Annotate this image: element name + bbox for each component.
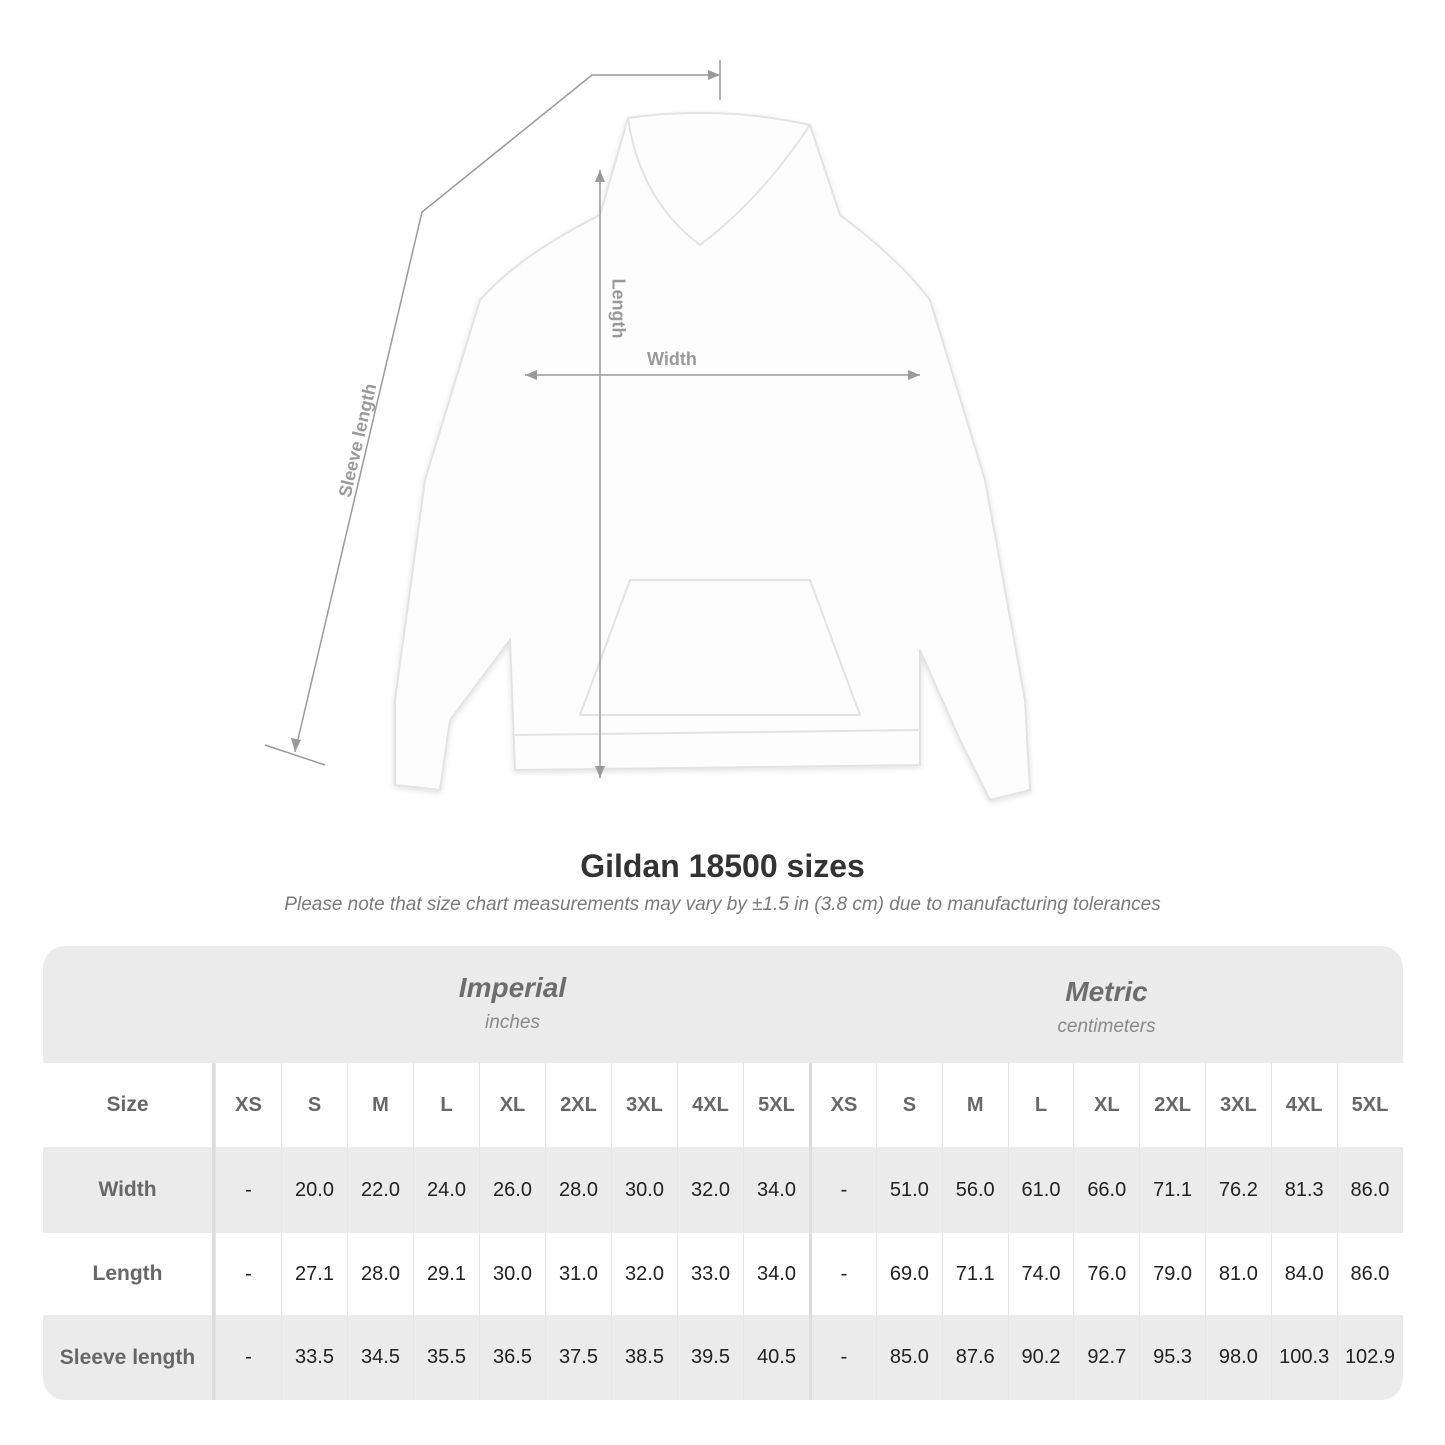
imperial-cell: - bbox=[215, 1147, 281, 1233]
hood bbox=[627, 117, 811, 247]
table-row: Sleeve length -33.5 34.5 35.5 36.5 37.5 38.5 39… bbox=[43, 1315, 1403, 1400]
size-header-row: Size XS S M L XL 2XL 3XL 4XL 5XL XS S M L XL 2XL 3XL 4XL 5… bbox=[43, 1063, 1403, 1147]
tolerance-note: Please note that size chart measurements… bbox=[284, 894, 1161, 915]
row-label: Width bbox=[43, 1147, 215, 1233]
imperial-cell: 26.0 bbox=[479, 1147, 545, 1233]
table-row: Width -20.0 22.0 24.0 26.0 28.0 30.0 32.0 34.0-5… bbox=[43, 1147, 1403, 1233]
imperial-cell: XS bbox=[215, 1063, 281, 1147]
imperial-header: Imperial inches bbox=[215, 946, 810, 1089]
pocket bbox=[578, 579, 862, 716]
metric-cell: 92.7 bbox=[1073, 1315, 1139, 1400]
metric-cell: 56.0 bbox=[941, 1147, 1008, 1233]
metric-cell: 76.2 bbox=[1204, 1147, 1271, 1233]
imperial-cell: 33.0 bbox=[677, 1233, 743, 1315]
metric-cell: - bbox=[809, 1315, 876, 1400]
hoodie-illustration bbox=[264, 60, 1032, 802]
imperial-cell: 37.5 bbox=[545, 1315, 611, 1400]
imperial-cell: 35.5 bbox=[413, 1315, 479, 1400]
row-label: Length bbox=[43, 1233, 215, 1315]
imperial-cell: 33.5 bbox=[281, 1315, 347, 1400]
imperial-cell: 3XL bbox=[611, 1063, 677, 1147]
length-label: Length bbox=[608, 278, 629, 339]
metric-cell: 2XL bbox=[1139, 1063, 1205, 1147]
metric-cell: 61.0 bbox=[1007, 1147, 1074, 1233]
row-label: Sleeve length bbox=[43, 1315, 215, 1400]
hoodie-figure: Sleeve length Length Width bbox=[264, 60, 1032, 802]
metric-cell: 51.0 bbox=[876, 1147, 942, 1233]
imperial-cell: 4XL bbox=[677, 1063, 743, 1147]
imperial-cell: 40.5 bbox=[743, 1315, 809, 1400]
metric-header: Metric centimeters bbox=[810, 946, 1403, 1093]
imperial-cell: 24.0 bbox=[413, 1147, 479, 1233]
size-table: Imperial inches Metric centimeters Size X… bbox=[43, 946, 1403, 1400]
metric-cell: 3XL bbox=[1204, 1063, 1271, 1147]
imperial-cell: XL bbox=[479, 1063, 545, 1147]
imperial-cell: 28.0 bbox=[545, 1147, 611, 1233]
metric-cell: 98.0 bbox=[1204, 1315, 1271, 1400]
imperial-cell: 29.1 bbox=[413, 1233, 479, 1315]
imperial-cell: 32.0 bbox=[611, 1233, 677, 1315]
metric-cell: 76.0 bbox=[1073, 1233, 1139, 1315]
hoodie-body bbox=[394, 111, 1032, 802]
imperial-cell: L bbox=[413, 1063, 479, 1147]
metric-cell: 81.3 bbox=[1270, 1147, 1337, 1233]
imperial-cell: 34.0 bbox=[743, 1147, 809, 1233]
metric-cell: M bbox=[941, 1063, 1008, 1147]
metric-cell: XS bbox=[809, 1063, 876, 1147]
imperial-cell: - bbox=[215, 1233, 281, 1315]
imperial-title: Imperial bbox=[458, 972, 567, 1003]
page-title: Gildan 18500 sizes bbox=[580, 848, 865, 884]
imperial-cell: 36.5 bbox=[479, 1315, 545, 1400]
metric-cell: 87.6 bbox=[941, 1315, 1008, 1400]
metric-cell: 69.0 bbox=[876, 1233, 942, 1315]
metric-cell: 74.0 bbox=[1007, 1233, 1074, 1315]
imperial-cell: 28.0 bbox=[347, 1233, 413, 1315]
imperial-cell: 20.0 bbox=[281, 1147, 347, 1233]
metric-cell: 90.2 bbox=[1007, 1315, 1074, 1400]
width-label: Width bbox=[647, 349, 697, 369]
metric-cell: XL bbox=[1073, 1063, 1139, 1147]
metric-cell: - bbox=[809, 1233, 876, 1315]
imperial-cell: 30.0 bbox=[479, 1233, 545, 1315]
imperial-cell: - bbox=[215, 1315, 281, 1400]
metric-cell: - bbox=[809, 1147, 876, 1233]
imperial-cell: 34.0 bbox=[743, 1233, 809, 1315]
metric-cell: 102.9 bbox=[1336, 1315, 1403, 1400]
metric-title: Metric bbox=[1065, 976, 1148, 1007]
metric-cell: S bbox=[876, 1063, 942, 1147]
imperial-cell: 30.0 bbox=[611, 1147, 677, 1233]
imperial-cell: 34.5 bbox=[347, 1315, 413, 1400]
metric-cell: 86.0 bbox=[1336, 1233, 1403, 1315]
metric-unit: centimeters bbox=[1057, 1016, 1156, 1037]
row-label: Size bbox=[43, 1063, 215, 1147]
metric-cell: 71.1 bbox=[1139, 1147, 1205, 1233]
metric-cell: 100.3 bbox=[1270, 1315, 1337, 1400]
metric-cell: 66.0 bbox=[1073, 1147, 1139, 1233]
imperial-cell: 32.0 bbox=[677, 1147, 743, 1233]
imperial-cell: 22.0 bbox=[347, 1147, 413, 1233]
imperial-cell: M bbox=[347, 1063, 413, 1147]
metric-cell: 5XL bbox=[1336, 1063, 1403, 1147]
metric-cell: 86.0 bbox=[1336, 1147, 1403, 1233]
imperial-unit: inches bbox=[485, 1012, 540, 1033]
waistband bbox=[514, 729, 921, 736]
imperial-cell: 5XL bbox=[743, 1063, 809, 1147]
imperial-cell: 2XL bbox=[545, 1063, 611, 1147]
imperial-cell: 27.1 bbox=[281, 1233, 347, 1315]
imperial-cell: 31.0 bbox=[545, 1233, 611, 1315]
metric-cell: 4XL bbox=[1270, 1063, 1337, 1147]
measure-lines bbox=[264, 60, 920, 778]
metric-cell: 84.0 bbox=[1270, 1233, 1337, 1315]
imperial-cell: 38.5 bbox=[611, 1315, 677, 1400]
metric-cell: L bbox=[1007, 1063, 1074, 1147]
imperial-cell: 39.5 bbox=[677, 1315, 743, 1400]
metric-cell: 95.3 bbox=[1139, 1315, 1205, 1400]
metric-cell: 79.0 bbox=[1139, 1233, 1205, 1315]
metric-cell: 81.0 bbox=[1204, 1233, 1271, 1315]
metric-cell: 85.0 bbox=[876, 1315, 942, 1400]
imperial-cell: S bbox=[281, 1063, 347, 1147]
table-row: Length -27.1 28.0 29.1 30.0 31.0 32.0 33.0 34.0-… bbox=[43, 1233, 1403, 1315]
metric-cell: 71.1 bbox=[941, 1233, 1008, 1315]
